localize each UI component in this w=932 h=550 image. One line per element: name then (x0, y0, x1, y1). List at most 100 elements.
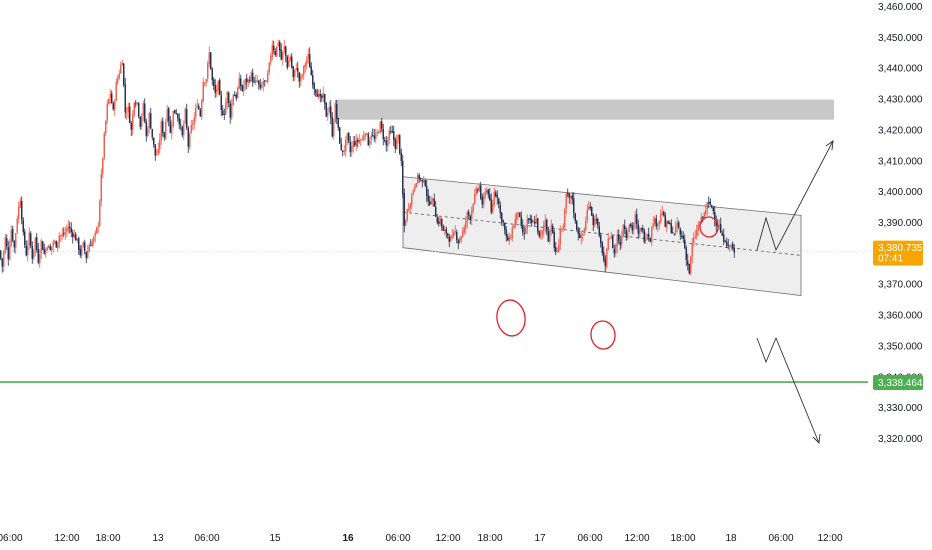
candle-body (718, 224, 720, 227)
candle-body (180, 124, 182, 126)
candle-body (435, 207, 437, 217)
resistance-zone-layer (335, 99, 834, 120)
candle-body (300, 75, 302, 81)
candle-body (570, 195, 572, 199)
candle-body (514, 219, 516, 227)
candle-body (48, 245, 50, 249)
candle-body (429, 201, 431, 205)
candle-body (603, 252, 605, 261)
candle-body (381, 121, 383, 129)
candle-body (393, 131, 395, 140)
candle-body (685, 247, 687, 260)
candle-body (390, 131, 392, 133)
candle-body (361, 139, 363, 141)
candle-body (598, 226, 600, 236)
candle-body (417, 175, 419, 184)
candle-body (624, 225, 626, 230)
candle-body (342, 150, 344, 152)
candle-body (516, 212, 518, 220)
candle-body (465, 221, 467, 228)
candle-body (657, 223, 659, 226)
candle-body (61, 234, 63, 236)
candle-body (688, 263, 690, 274)
candle-body (400, 152, 402, 162)
candle-body (195, 108, 197, 118)
candle-body (100, 173, 102, 202)
candle-body (415, 183, 417, 188)
swing-high-marker (699, 216, 719, 238)
candle-body (334, 103, 336, 123)
candle-body (181, 126, 183, 136)
candle-body (729, 245, 731, 247)
candle-body (496, 195, 498, 198)
candle-body (301, 75, 303, 77)
candle-body (445, 229, 447, 234)
candle-body (174, 109, 176, 114)
candle-body (604, 259, 606, 267)
candle-body (307, 53, 309, 59)
candle-body (543, 225, 545, 231)
candle-body (663, 211, 665, 216)
candle-body (580, 235, 582, 238)
candle-body (189, 133, 191, 148)
candle-body (678, 222, 680, 228)
candle-body (684, 239, 686, 248)
candle-body (552, 225, 554, 233)
candle-body (201, 100, 203, 117)
candle-body (9, 245, 11, 260)
candle-body (276, 46, 278, 56)
candle-body (391, 131, 393, 133)
candle-body (220, 95, 222, 110)
candle-countdown: 07:41 (878, 254, 903, 265)
candle-body (105, 120, 107, 134)
candle-body (237, 87, 239, 98)
time-tick-label: 06:00 (0, 533, 23, 544)
bearish-projection-path (756, 336, 820, 444)
candle-body (330, 106, 332, 118)
candle-body (192, 123, 194, 125)
candle-body (249, 80, 251, 82)
resistance-zone-rect (335, 99, 834, 120)
candle-body (498, 198, 500, 205)
target-level-tag (873, 375, 923, 391)
time-tick-label: 18:00 (95, 533, 120, 544)
time-tick-label: 06:00 (194, 533, 219, 544)
candle-body (520, 216, 522, 227)
candle-body (667, 221, 669, 224)
candle-body (477, 189, 479, 191)
candle-body (228, 92, 230, 104)
candle-body (645, 238, 647, 242)
candle-body (322, 93, 324, 98)
candle-body (168, 108, 170, 122)
candle-body (84, 242, 86, 251)
candle-body (94, 232, 96, 237)
time-tick-label: 18:00 (477, 533, 502, 544)
candle-body (648, 234, 650, 238)
candle-body (3, 251, 5, 267)
candle-body (124, 84, 126, 113)
candle-body (310, 66, 312, 76)
candle-body (31, 245, 33, 259)
candle-body (243, 85, 245, 91)
candle-body (21, 200, 23, 220)
candle-body (487, 189, 489, 195)
candle-body (577, 229, 579, 235)
candle-body (291, 56, 293, 68)
candle-body (702, 216, 704, 218)
time-axis[interactable]: 06:00 12:00 18:00 13 06:00 15 16 06:00 12:00 18:0… (0, 533, 843, 544)
candle-body (642, 228, 644, 231)
candle-body (376, 132, 378, 134)
candle-body (444, 230, 446, 232)
candle-body (157, 148, 159, 154)
candle-body (597, 218, 599, 226)
candle-body (10, 229, 12, 246)
candle-body (721, 233, 723, 236)
candle-body (439, 218, 441, 224)
candle-body (387, 139, 389, 147)
candle-body (403, 193, 405, 226)
candle-body (724, 241, 726, 243)
candle-body (348, 132, 350, 142)
candle-body (541, 230, 543, 235)
candle-body (709, 201, 711, 205)
